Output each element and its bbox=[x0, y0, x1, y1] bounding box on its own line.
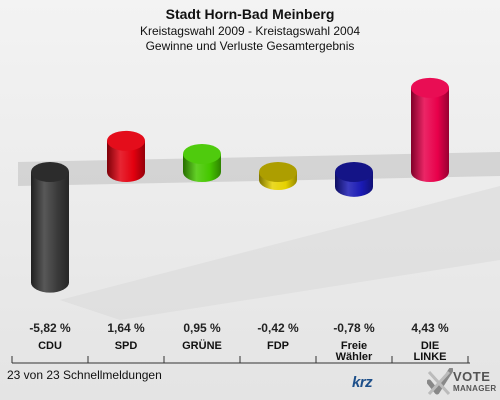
value-label: -0,78 % bbox=[333, 321, 375, 335]
category-label: FDP bbox=[267, 340, 289, 352]
bar-cap bbox=[107, 130, 145, 151]
bar-cap bbox=[411, 77, 449, 98]
bar-cap bbox=[31, 162, 69, 182]
bar-cap bbox=[183, 143, 221, 164]
bar-fdp bbox=[259, 162, 297, 190]
chart-subtitle-2: Gewinne und Verluste Gesamtergebnis bbox=[145, 39, 355, 53]
bar-spd bbox=[107, 130, 145, 182]
bar-grüne bbox=[183, 143, 221, 182]
reporting-status: 23 von 23 Schnellmeldungen bbox=[7, 368, 162, 382]
category-label: LINKE bbox=[414, 351, 447, 363]
bar-body bbox=[31, 172, 69, 293]
krz-logo: krz bbox=[352, 374, 373, 391]
vote-manager-logo: VOTE MANAGER bbox=[427, 366, 499, 398]
value-label: -5,82 % bbox=[29, 321, 71, 335]
category-label: CDU bbox=[38, 340, 62, 352]
vote-check-icon bbox=[427, 368, 453, 396]
vote-logo-line2: MANAGER bbox=[453, 384, 497, 393]
bar-body bbox=[107, 140, 145, 182]
value-label: 4,43 % bbox=[411, 321, 449, 335]
category-label: Wähler bbox=[336, 351, 373, 363]
bar-freie-wähler bbox=[335, 162, 373, 197]
category-label: Freie bbox=[341, 340, 367, 352]
category-label: DIE bbox=[421, 340, 439, 352]
value-label: 1,64 % bbox=[107, 321, 145, 335]
value-label: 0,95 % bbox=[183, 321, 221, 335]
chart-title: Stadt Horn-Bad Meinberg bbox=[165, 6, 335, 22]
chart-subtitle: Kreistagswahl 2009 - Kreistagswahl 2004 bbox=[139, 24, 361, 38]
category-label: GRÜNE bbox=[182, 339, 222, 352]
value-label: -0,42 % bbox=[257, 321, 299, 335]
category-label: SPD bbox=[115, 340, 138, 352]
bar-cap bbox=[335, 162, 373, 182]
bar-die-linke bbox=[411, 77, 449, 182]
bar-cdu bbox=[31, 162, 69, 293]
vote-logo-line1: VOTE bbox=[453, 369, 491, 384]
bar-body bbox=[411, 87, 449, 182]
shadow-sweep bbox=[60, 186, 500, 320]
bar-cap bbox=[259, 162, 297, 182]
